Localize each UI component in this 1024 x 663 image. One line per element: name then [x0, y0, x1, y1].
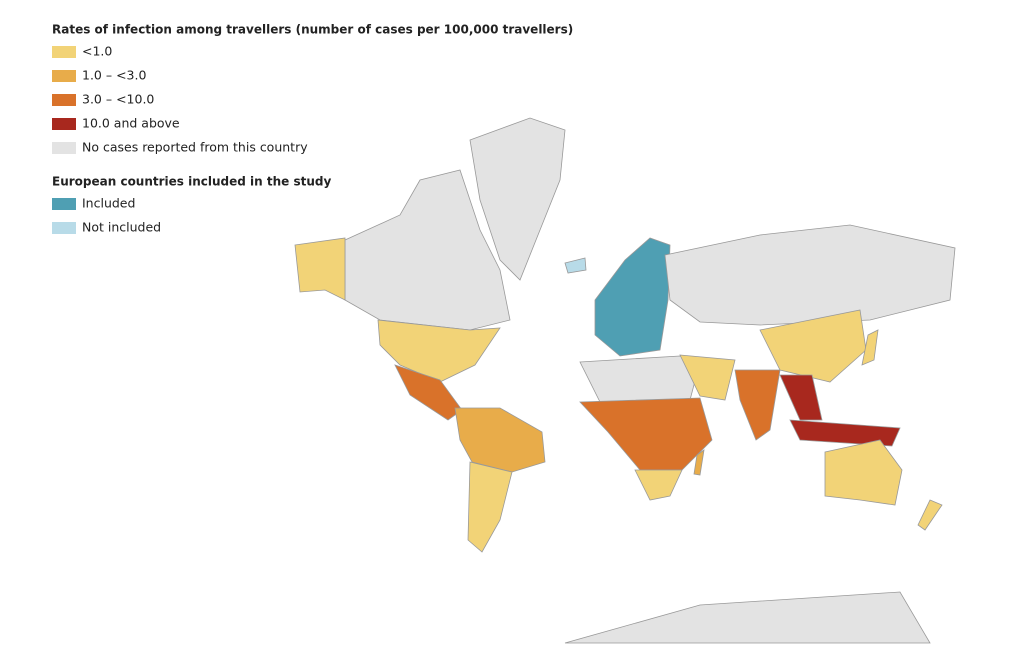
legend-label: Included [82, 196, 135, 211]
alaska [294, 237, 346, 301]
southeast-asia [779, 374, 823, 421]
china [759, 309, 867, 383]
central-africa [579, 397, 713, 471]
legend-label: <1.0 [82, 44, 112, 59]
legend-swatch [52, 198, 76, 210]
antarctica [564, 591, 931, 644]
middle-east [679, 354, 736, 401]
iceland [564, 257, 587, 274]
legend-swatch [52, 222, 76, 234]
legend-label: No cases reported from this country [82, 140, 308, 155]
madagascar [693, 449, 705, 476]
europe-legend-title: European countries included in the study [52, 175, 331, 189]
europe [594, 237, 671, 357]
usa [377, 319, 501, 383]
legend-swatch [52, 46, 76, 58]
southern-africa [634, 469, 683, 501]
mexico-central-america [394, 364, 463, 421]
world-map [294, 117, 956, 644]
canada [344, 169, 511, 331]
indonesia [789, 419, 901, 447]
south-america-north [454, 407, 546, 473]
russia [664, 224, 956, 326]
legend-swatch [52, 70, 76, 82]
legend-swatch [52, 118, 76, 130]
legend-swatch [52, 142, 76, 154]
legend-label: 1.0 – <3.0 [82, 68, 146, 83]
legend-label: Not included [82, 220, 161, 235]
north-africa [579, 355, 701, 403]
australia [824, 439, 903, 506]
greenland [469, 117, 566, 281]
legend-label: 3.0 – <10.0 [82, 92, 154, 107]
legend-title: Rates of infection among travellers (num… [52, 23, 573, 37]
new-zealand [917, 499, 943, 531]
japan [861, 329, 879, 366]
south-america-south [467, 461, 513, 553]
legend-label: 10.0 and above [82, 116, 180, 131]
india [734, 369, 781, 441]
legend-swatch [52, 94, 76, 106]
